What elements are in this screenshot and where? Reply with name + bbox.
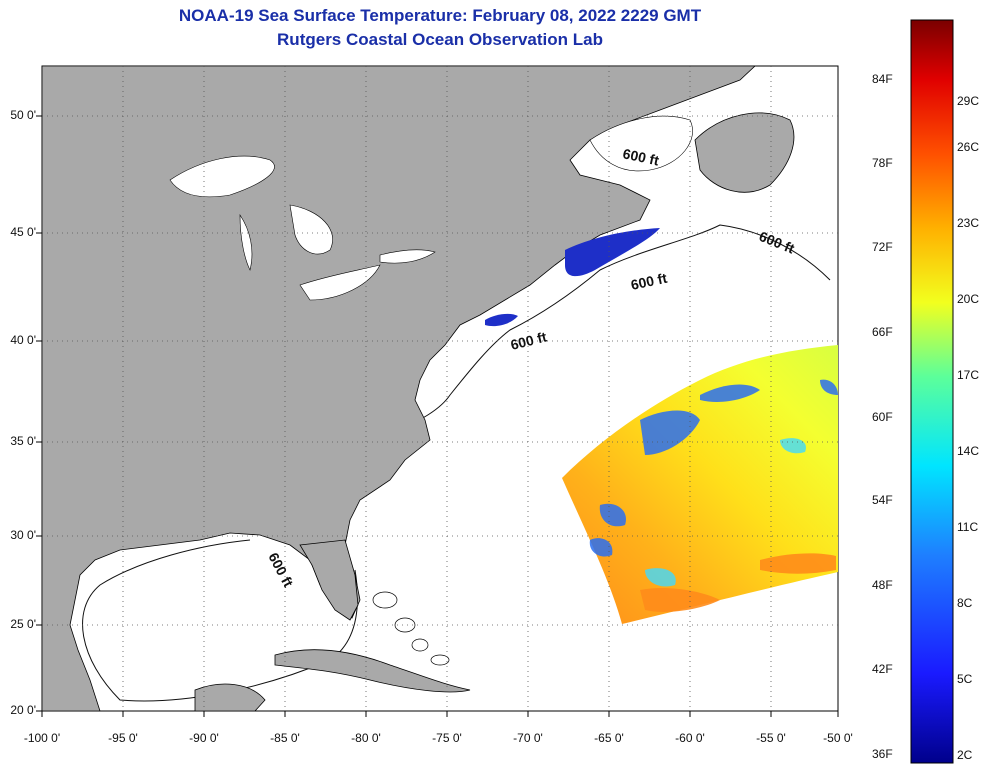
lat-label-25: 25 0' [10, 617, 36, 631]
colorbar [910, 19, 954, 764]
lat-label-45: 45 0' [10, 225, 36, 239]
lat-label-40: 40 0' [10, 333, 36, 347]
colorbar-label-72f: 72F [872, 240, 893, 254]
colorbar-label-2c: 2C [957, 748, 973, 762]
lon-label-90: -90 0' [189, 731, 219, 745]
cold-patch-new-york-bight [485, 313, 518, 327]
lat-label-20: 20 0' [10, 703, 36, 717]
map-title: NOAA-19 Sea Surface Temperature: Februar… [178, 6, 702, 25]
sst-cyan-patches [645, 438, 806, 587]
lon-label-65: -65 0' [594, 731, 624, 745]
map-subtitle: Rutgers Coastal Ocean Observation Lab [277, 30, 603, 49]
colorbar-label-29c: 29C [957, 94, 980, 108]
sst-swath [562, 345, 838, 624]
lon-label-100: -100 0' [23, 731, 61, 745]
colorbar-label-14c: 14C [957, 444, 980, 458]
lon-label-95: -95 0' [108, 731, 138, 745]
bahamas-islands [372, 591, 450, 666]
colorbar-label-78f: 78F [872, 156, 893, 170]
sst-cool-patches [589, 379, 838, 557]
isobath-label-canada: 600 ft [621, 145, 660, 168]
great-lakes [169, 155, 436, 301]
colorbar-label-23c: 23C [957, 216, 980, 230]
land-yucatan [194, 683, 266, 711]
lon-label-85: -85 0' [270, 731, 300, 745]
colorbar-label-20c: 20C [957, 292, 980, 306]
lon-label-55: -55 0' [756, 731, 786, 745]
land-florida [299, 539, 359, 621]
colorbar-label-42f: 42F [872, 662, 893, 676]
lon-label-50: -50 0' [823, 731, 853, 745]
colorbar-label-8c: 8C [957, 596, 973, 610]
lat-label-30: 30 0' [10, 528, 36, 542]
land-north-america [42, 66, 756, 711]
sst-warm-patches [640, 553, 836, 612]
colorbar-label-60f: 60F [872, 410, 893, 424]
lat-label-50: 50 0' [10, 108, 36, 122]
axis-ticks [36, 115, 839, 717]
land-cuba [274, 649, 471, 693]
colorbar-label-17c: 17C [957, 368, 980, 382]
colorbar-label-26c: 26C [957, 140, 980, 154]
colorbar-label-48f: 48F [872, 578, 893, 592]
lon-label-70: -70 0' [513, 731, 543, 745]
lon-label-75: -75 0' [432, 731, 462, 745]
colorbar-label-54f: 54F [872, 493, 893, 507]
colorbar-label-84f: 84F [872, 72, 893, 86]
cold-patch-gulf-of-maine [565, 228, 660, 277]
colorbar-label-5c: 5C [957, 672, 973, 686]
lon-label-60: -60 0' [675, 731, 705, 745]
colorbar-label-66f: 66F [872, 325, 893, 339]
isobath-label-gulf-of-maine: 600 ft [629, 270, 668, 293]
lat-label-35: 35 0' [10, 434, 36, 448]
lon-label-80: -80 0' [351, 731, 381, 745]
gulf-st-lawrence [589, 115, 693, 172]
colorbar-label-11c: 11C [957, 520, 979, 534]
colorbar-label-36f: 36F [872, 747, 893, 761]
